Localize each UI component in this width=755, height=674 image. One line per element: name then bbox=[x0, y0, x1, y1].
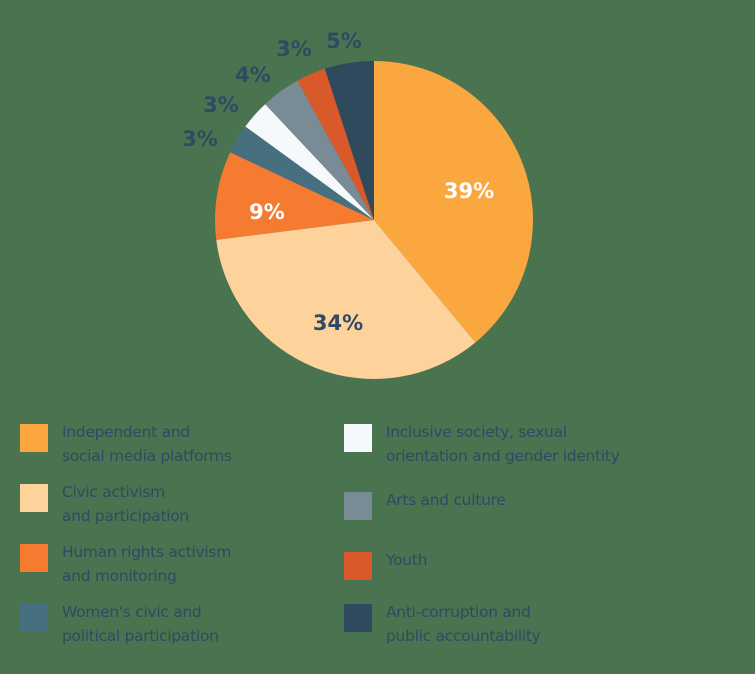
legend-item-independent-media: Independent and social media platforms bbox=[20, 420, 232, 468]
pie-slices bbox=[214, 61, 533, 380]
legend-swatch bbox=[20, 604, 48, 632]
pie-slice bbox=[245, 104, 374, 220]
slice-value-label: 5% bbox=[326, 29, 362, 53]
legend-item-inclusive-society: Inclusive society, sexual orientation an… bbox=[344, 420, 620, 468]
legend-label: Women's civic and political participatio… bbox=[62, 603, 219, 645]
legend-label: Arts and culture bbox=[386, 491, 506, 509]
slice-value-label: 4% bbox=[235, 63, 271, 87]
legend-swatch bbox=[20, 544, 48, 572]
legend-swatch bbox=[344, 492, 372, 520]
legend-label: Anti-corruption and public accountabilit… bbox=[386, 603, 541, 645]
legend-item-human-rights: Human rights activism and monitoring bbox=[20, 540, 231, 588]
pie-slice bbox=[374, 61, 533, 343]
slice-value-label: 9% bbox=[249, 200, 285, 224]
slice-value-label: 34% bbox=[313, 311, 363, 335]
pie-slice bbox=[265, 80, 374, 220]
legend-label: Human rights activism and monitoring bbox=[62, 543, 232, 585]
legend-item-civic-activism: Civic activism and participation bbox=[20, 480, 189, 528]
pie-slice bbox=[230, 126, 374, 220]
slice-value-label: 39% bbox=[444, 179, 494, 203]
legend-swatch bbox=[344, 552, 372, 580]
legend-label: Youth bbox=[386, 551, 428, 569]
pie-slice bbox=[216, 220, 476, 380]
pie-labels: 39%34%9%3%3%4%3% 5% bbox=[182, 29, 494, 335]
legend-item-womens-participation: Women's civic and political participatio… bbox=[20, 600, 219, 648]
legend-item-arts-culture: Arts and culture bbox=[344, 488, 506, 520]
slice-value-label: 3% bbox=[182, 127, 218, 151]
legend-swatch bbox=[20, 424, 48, 452]
slice-value-label: 3% bbox=[203, 93, 239, 117]
legend-swatch bbox=[344, 424, 372, 452]
pie-slice bbox=[214, 152, 374, 240]
slice-value-label: 3% bbox=[276, 37, 312, 61]
legend-item-youth: Youth bbox=[344, 548, 427, 580]
legend-item-anti-corruption: Anti-corruption and public accountabilit… bbox=[344, 600, 541, 648]
legend-swatch bbox=[344, 604, 372, 632]
legend-label: Independent and social media platforms bbox=[62, 423, 232, 465]
legend-label: Inclusive society, sexual orientation an… bbox=[386, 423, 620, 465]
pie-slice bbox=[324, 61, 374, 220]
legend-swatch bbox=[20, 484, 48, 512]
pie-slice bbox=[297, 68, 374, 220]
legend-label: Civic activism and participation bbox=[62, 483, 189, 525]
